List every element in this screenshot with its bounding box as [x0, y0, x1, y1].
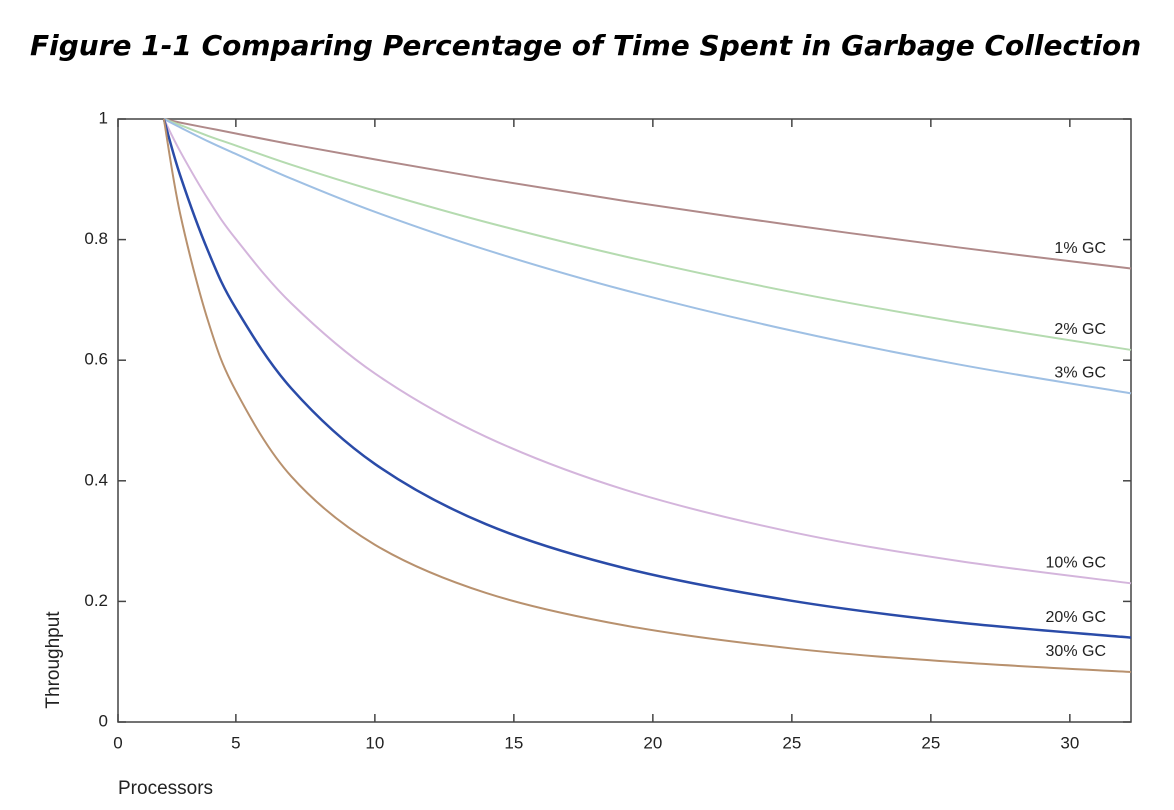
series-line: [162, 118, 1132, 639]
y-tick-label: 1: [99, 108, 108, 127]
chart-title: Figure 1-1 Comparing Percentage of Time …: [30, 29, 1141, 62]
series-line: [162, 118, 1132, 673]
series-label: 10% GC: [1046, 555, 1106, 572]
x-tick-label: 25: [921, 733, 940, 752]
x-tick-label: 15: [504, 733, 523, 752]
y-tick-label: 0: [99, 711, 108, 730]
x-axis-label: Processors: [118, 778, 213, 799]
series-line: [162, 118, 1132, 585]
x-tick-label: 25: [782, 733, 801, 752]
y-tick-label: 0.4: [84, 470, 108, 489]
series-label: 30% GC: [1046, 643, 1106, 660]
x-tick-label: 10: [365, 733, 384, 752]
series-line: [163, 118, 1132, 270]
series-label: 2% GC: [1054, 321, 1106, 338]
series-label: 3% GC: [1054, 365, 1106, 382]
x-tick-label: 30: [1060, 733, 1079, 752]
series-label: 1% GC: [1054, 240, 1106, 257]
x-tick-label: 5: [231, 733, 240, 752]
series-label: 20% GC: [1046, 609, 1106, 626]
x-tick-label: 20: [643, 733, 662, 752]
series-line: [163, 118, 1132, 395]
y-tick-label: 0.8: [84, 229, 108, 248]
y-tick-label: 0.2: [84, 591, 108, 610]
series-line: [163, 118, 1132, 351]
y-tick-label: 0.6: [84, 350, 108, 369]
x-tick-label: 0: [113, 733, 122, 752]
y-axis-label: Throughput: [43, 611, 64, 709]
plot-frame: [117, 118, 1132, 723]
